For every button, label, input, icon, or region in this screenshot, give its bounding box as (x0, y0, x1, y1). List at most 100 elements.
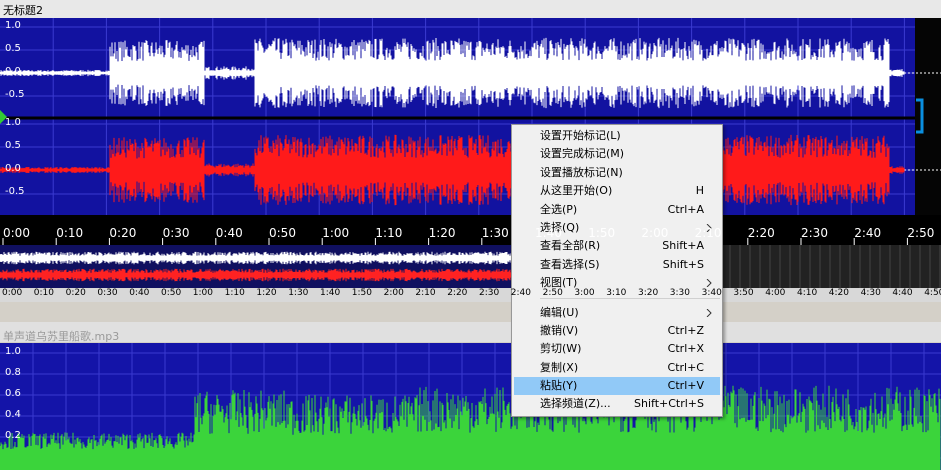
menu-item[interactable]: 设置播放标记(N) (514, 164, 720, 182)
time-label: 2:30 (801, 226, 828, 240)
menu-separator (540, 297, 720, 299)
time-label: 2:20 (747, 226, 775, 240)
time-label: 2:00 (383, 288, 404, 298)
menu-item[interactable]: 编辑(U) (514, 304, 720, 322)
menu-label: 设置开始标记(L) (540, 129, 621, 142)
time-label: 3:10 (606, 288, 627, 298)
menu-shortcut: Ctrl+C (667, 360, 704, 374)
time-label: 0:10 (33, 288, 55, 298)
menu-label: 查看全部(R) (540, 239, 601, 253)
title-bar (0, 322, 941, 342)
menu-label: 复制(X) (540, 360, 579, 374)
time-label: 0:50 (269, 226, 296, 240)
menu-item[interactable]: 剪切(W) Ctrl+X (514, 340, 720, 358)
y-label: 1.0 (5, 117, 21, 128)
menu-item[interactable]: 从这里开始(O) H (514, 182, 720, 200)
y-label: 0.0 (5, 66, 21, 77)
time-label: 3:20 (638, 288, 659, 298)
time-label: 3:30 (669, 288, 691, 298)
y-label: 0.0 (5, 163, 21, 174)
time-label: 1:20 (428, 226, 456, 240)
menu-label: 从这里开始(O) (540, 184, 613, 198)
time-label: 1:30 (481, 226, 509, 240)
menu-item[interactable]: 撤销(V) Ctrl+Z (514, 322, 720, 340)
time-label: 0:50 (161, 288, 182, 298)
menu-item[interactable]: 设置完成标记(M) (514, 145, 720, 163)
window-title: 无标题2 (3, 4, 43, 17)
start-marker (0, 110, 7, 124)
time-label: 1:00 (192, 288, 214, 298)
time-label: 1:40 (320, 288, 341, 298)
y-label: 0.8 (5, 367, 21, 378)
menu-label: 粘贴(Y) (540, 379, 578, 393)
y-label: 0.4 (5, 409, 21, 420)
menu-shortcut: Ctrl+X (667, 342, 704, 356)
menu-label: 选择(Q) (540, 220, 580, 234)
menu-item[interactable]: 复制(X) Ctrl+C (514, 359, 720, 377)
menu-shortcut: Shift+A (662, 239, 704, 253)
menu-shortcut: Ctrl+A (667, 202, 704, 216)
time-label: 1:00 (322, 226, 350, 240)
time-label: 2:10 (694, 226, 722, 240)
y-label: -0.5 (5, 186, 25, 197)
menu-shortcut: H (695, 184, 704, 198)
time-label: 0:30 (97, 288, 118, 298)
menu-item[interactable]: 选择频道(Z)... Shift+Ctrl+S (514, 395, 720, 413)
menu-item[interactable]: 视图(T) (514, 274, 720, 292)
time-label: 1:50 (351, 288, 373, 298)
time-label: 2:00 (641, 226, 669, 240)
end-marker (916, 98, 924, 134)
time-label: 2:10 (415, 288, 436, 298)
time-label: 4:30 (860, 288, 881, 298)
time-label: 2:40 (510, 288, 532, 298)
time-label: 2:30 (479, 288, 500, 298)
time-label: 0:30 (162, 226, 190, 240)
y-label: 1.0 (5, 346, 21, 357)
menu-label: 选择频道(Z)... (540, 397, 611, 411)
waveform (0, 385, 941, 470)
time-label: 3:50 (733, 288, 754, 298)
time-label: 0:40 (129, 288, 150, 298)
y-label: 0.5 (5, 140, 21, 151)
window-title: 单声道乌苏里船歌.mp3 (3, 330, 120, 343)
time-label: 0:00 (3, 226, 30, 240)
end-area (915, 18, 941, 215)
menu-item[interactable]: 查看全部(R) Shift+A (514, 237, 720, 255)
ruler (0, 215, 941, 245)
menu-label: 全选(P) (540, 202, 578, 216)
time-label: 0:20 (65, 288, 86, 298)
time-label: 0:40 (215, 226, 243, 240)
menu-item[interactable]: 设置开始标记(L) (514, 127, 720, 145)
menu-shortcut: Ctrl+V (667, 379, 704, 393)
time-label: 4:20 (828, 288, 850, 298)
arrow (706, 223, 712, 232)
time-label: 1:40 (535, 226, 562, 240)
menu-item[interactable]: 全选(P) Ctrl+A (514, 201, 720, 219)
time-label: 0:00 (2, 288, 23, 298)
menu-item[interactable]: 选择(Q) (514, 219, 720, 237)
time-label: 1:10 (375, 226, 403, 240)
menu-item[interactable]: 粘贴(Y) Ctrl+V (514, 377, 720, 396)
waveform (0, 37, 905, 109)
time-label: 2:50 (907, 226, 935, 240)
time-label: 1:20 (256, 288, 277, 298)
time-label: 1:50 (588, 226, 616, 240)
time-label: 2:20 (447, 288, 468, 298)
time-label: 3:40 (701, 288, 722, 298)
menu-shortcut: Ctrl+Z (667, 323, 704, 337)
menu-label: 查看选择(S) (540, 257, 600, 271)
time-label: 2:40 (854, 226, 882, 240)
y-label: 0.6 (5, 388, 21, 399)
arrow (706, 308, 712, 317)
context-menu: 设置开始标记(L) 设置完成标记(M) 设置播放标记(N) 从这里开始(O) H 全选(P… (511, 124, 723, 417)
time-label: 3:00 (574, 288, 595, 298)
menu-label: 设置完成标记(M) (540, 147, 625, 161)
menu-item[interactable]: 查看选择(S) Shift+S (514, 256, 720, 274)
menu-label: 视图(T) (540, 276, 578, 290)
submenu-arrow (706, 308, 712, 317)
y-label: 0.5 (5, 43, 21, 54)
time-label: 4:00 (765, 288, 786, 298)
y-label: 1.0 (5, 20, 21, 31)
